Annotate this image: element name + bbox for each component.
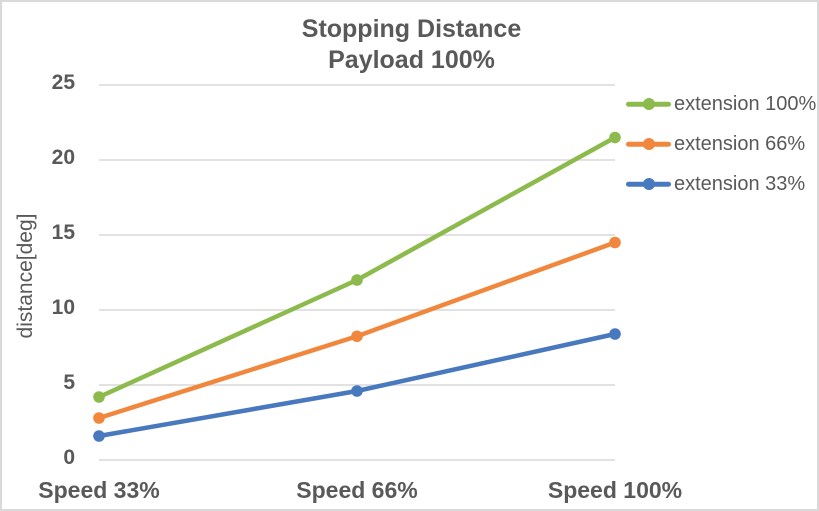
data-point-extension-66--2 — [609, 236, 621, 249]
y-tick-label-25: 25 — [51, 71, 75, 94]
x-category-label-2: Speed 66% — [296, 477, 418, 503]
chart-title: Stopping Distance Payload 100% — [2, 14, 817, 76]
data-point-extension-33--0 — [93, 430, 105, 442]
legend-marker-icon — [642, 138, 655, 150]
legend-swatch-icon — [626, 178, 671, 190]
legend-item-extension-66-: extension 66% — [626, 132, 805, 156]
y-tick-label-15: 15 — [51, 221, 75, 244]
y-tick-label-0: 0 — [63, 446, 75, 469]
chart-title-line1: Stopping Distance — [301, 15, 522, 43]
chart-title-line2: Payload 100% — [328, 46, 495, 74]
data-point-extension-66--0 — [93, 412, 105, 424]
legend-swatch-icon — [626, 138, 671, 150]
data-point-extension-100--1 — [351, 274, 363, 286]
data-point-extension-100--2 — [609, 131, 621, 144]
data-point-extension-33--2 — [609, 328, 621, 340]
legend-marker-icon — [642, 178, 655, 190]
legend-item-extension-100-: extension 100% — [626, 92, 816, 116]
data-point-extension-100--0 — [93, 391, 105, 403]
legend-label: extension 100% — [674, 92, 817, 115]
y-tick-label-20: 20 — [51, 146, 75, 169]
y-tick-label-5: 5 — [63, 371, 75, 394]
x-category-label-1: Speed 33% — [38, 477, 160, 503]
series-line-extension-100- — [96, 135, 618, 400]
legend-swatch-icon — [626, 98, 671, 110]
legend-marker-icon — [642, 98, 655, 110]
legend-item-extension-33-: extension 33% — [626, 172, 805, 196]
data-point-extension-33--1 — [351, 385, 363, 397]
data-point-extension-66--1 — [351, 330, 363, 343]
legend-label: extension 33% — [674, 172, 806, 195]
legend-label: extension 66% — [674, 132, 806, 155]
x-category-label-3: Speed 100% — [547, 477, 683, 503]
y-tick-label-10: 10 — [51, 296, 75, 319]
